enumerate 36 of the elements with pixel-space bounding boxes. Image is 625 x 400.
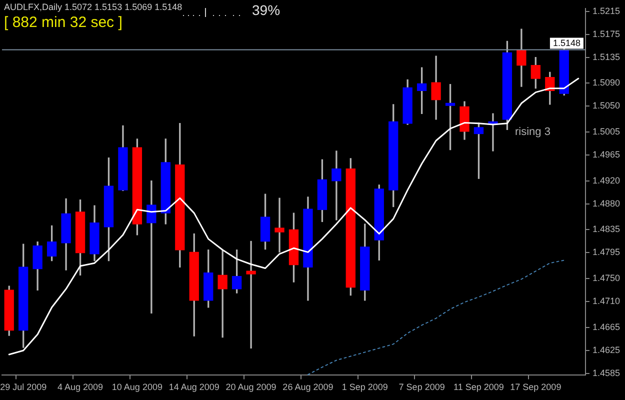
- x-tick-label: 20 Aug 2009: [226, 382, 276, 392]
- annotation: rising 3: [515, 126, 550, 138]
- x-tick-label: 4 Aug 2009: [57, 382, 104, 392]
- x-tick-label: 14 Aug 2009: [168, 382, 220, 392]
- x-tick-label: 26 Aug 2009: [282, 382, 334, 392]
- x-tick-label: 11 Sep 2009: [454, 382, 504, 392]
- x-tick-label: 7 Sep 2009: [398, 382, 445, 392]
- x-tick-label: 10 Aug 2009: [112, 382, 162, 392]
- annotation: [ 882 min 32 sec ]: [4, 14, 122, 31]
- y-tick-label: 1.4795: [592, 247, 620, 258]
- y-tick-label: 1.4965: [592, 149, 620, 160]
- candlestick: [332, 150, 342, 220]
- y-tick-label: 1.4835: [592, 224, 620, 234]
- y-tick-label: 1.4585: [592, 368, 620, 378]
- y-tick-label: 1.4710: [592, 296, 620, 306]
- chart-title: AUDLFX,Daily 1.5072 1.5153 1.5069 1.5148: [4, 2, 182, 12]
- y-tick-label: 1.4625: [592, 344, 620, 355]
- y-tick-label: 1.4920: [592, 175, 620, 186]
- y-tick-label: 1.4665: [592, 322, 620, 332]
- candlestick: [246, 240, 256, 349]
- candlestick: [146, 180, 156, 314]
- y-tick-label: 1.5215: [592, 6, 620, 16]
- annotation: 39%: [252, 2, 280, 18]
- x-tick-label: 17 Sep 2009: [510, 382, 562, 392]
- y-tick-label: 1.5090: [592, 78, 620, 88]
- x-tick-label: 1 Sep 2009: [342, 382, 388, 392]
- y-tick-label: 1.5005: [592, 126, 620, 136]
- y-tick-label: 1.5050: [592, 100, 620, 111]
- line-series: [307, 260, 565, 376]
- y-tick-label: 1.5175: [592, 28, 620, 39]
- candlestick: [274, 198, 284, 252]
- ref-line-label: 1.5148: [552, 38, 580, 48]
- x-tick-label: 29 Jul 2009: [0, 382, 47, 392]
- y-tick-label: 1.4750: [592, 273, 620, 284]
- y-tick-label: 1.5135: [592, 52, 620, 62]
- y-tick-label: 1.4880: [592, 198, 620, 208]
